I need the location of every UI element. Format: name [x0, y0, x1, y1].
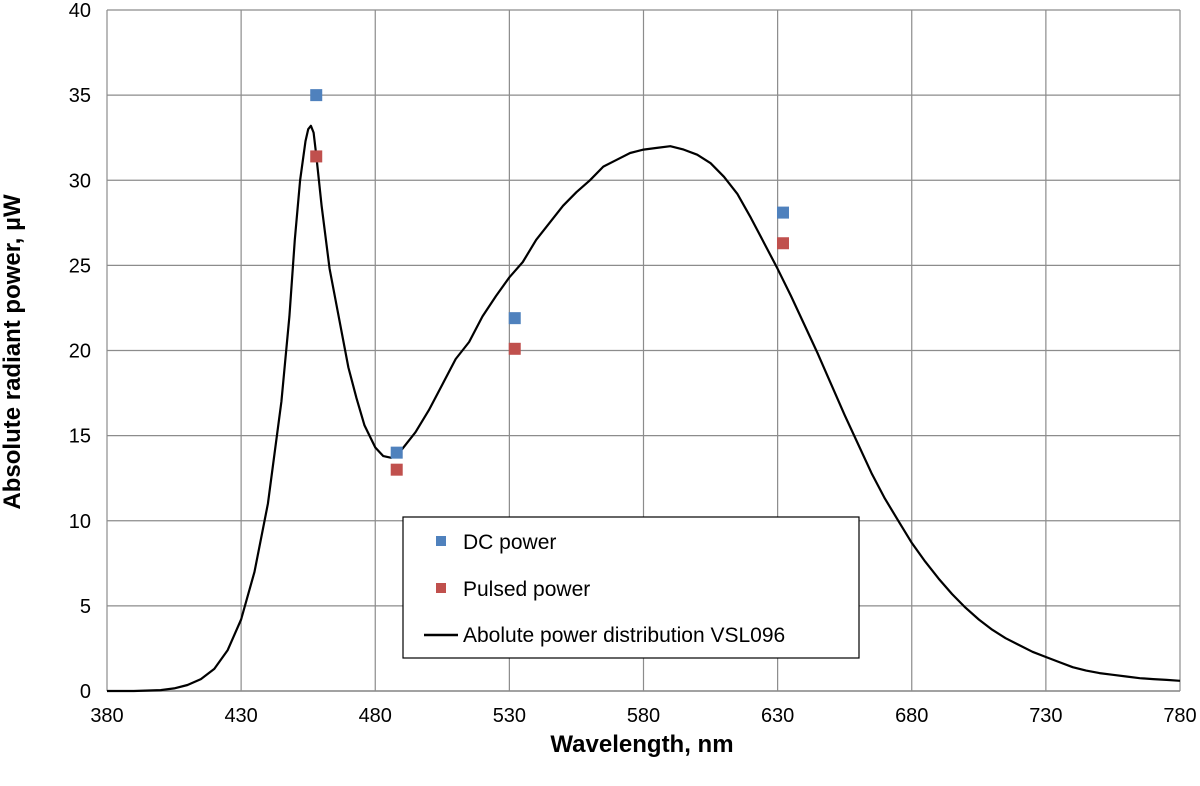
x-tick-label: 430: [224, 705, 257, 727]
y-tick-label: 0: [80, 681, 91, 703]
legend-marker-swatch: [436, 536, 446, 546]
y-tick-label: 35: [69, 85, 91, 107]
x-axis-title: Wavelength, nm: [550, 731, 733, 758]
dc-powermarker: [508, 312, 521, 325]
y-tick-label: 15: [69, 426, 91, 448]
pulsed-powermarker: [776, 237, 789, 250]
spectrum-line: [107, 124, 1181, 693]
pulsed-powermarker: [508, 342, 521, 355]
dc-powermarker: [390, 446, 403, 459]
y-tick-label: 25: [69, 255, 91, 277]
x-tick-label: 580: [627, 705, 660, 727]
legend-box: [402, 516, 860, 659]
x-tick-label: 380: [90, 705, 123, 727]
y-tick-label: 5: [80, 596, 91, 618]
y-axis-title: Absolute radiant power, µW: [0, 194, 26, 510]
dc-powermarker: [776, 206, 789, 219]
dc-powermarker: [310, 89, 323, 102]
y-tick-label: 40: [69, 0, 91, 22]
legend-marker-swatch: [436, 583, 446, 593]
legend-label: Pulsed power: [463, 578, 590, 601]
x-tick-label: 780: [1163, 705, 1196, 727]
legend-label: DC power: [463, 531, 556, 554]
y-tick-label: 30: [69, 170, 91, 192]
y-tick-label: 20: [69, 341, 91, 363]
x-tick-label: 630: [761, 705, 794, 727]
y-tick-labels: 0 5 10 15 20 25 30 35 40: [69, 0, 91, 703]
pulsed-powermarker: [390, 463, 403, 476]
series-line: [107, 124, 1181, 693]
legend: DC power Pulsed power Abolute power distri…: [402, 516, 860, 659]
x-tick-label: 480: [359, 705, 392, 727]
pulsed-powermarker: [310, 150, 323, 163]
x-tick-label: 730: [1029, 705, 1062, 727]
x-tick-label: 680: [895, 705, 928, 727]
series-markers: [310, 89, 789, 476]
x-tick-label: 530: [493, 705, 526, 727]
x-tick-labels: 380 430 480 530 580 630 680 730 780: [90, 705, 1196, 727]
legend-label: Abolute power distribution VSL096: [463, 624, 785, 647]
y-tick-label: 10: [69, 511, 91, 533]
